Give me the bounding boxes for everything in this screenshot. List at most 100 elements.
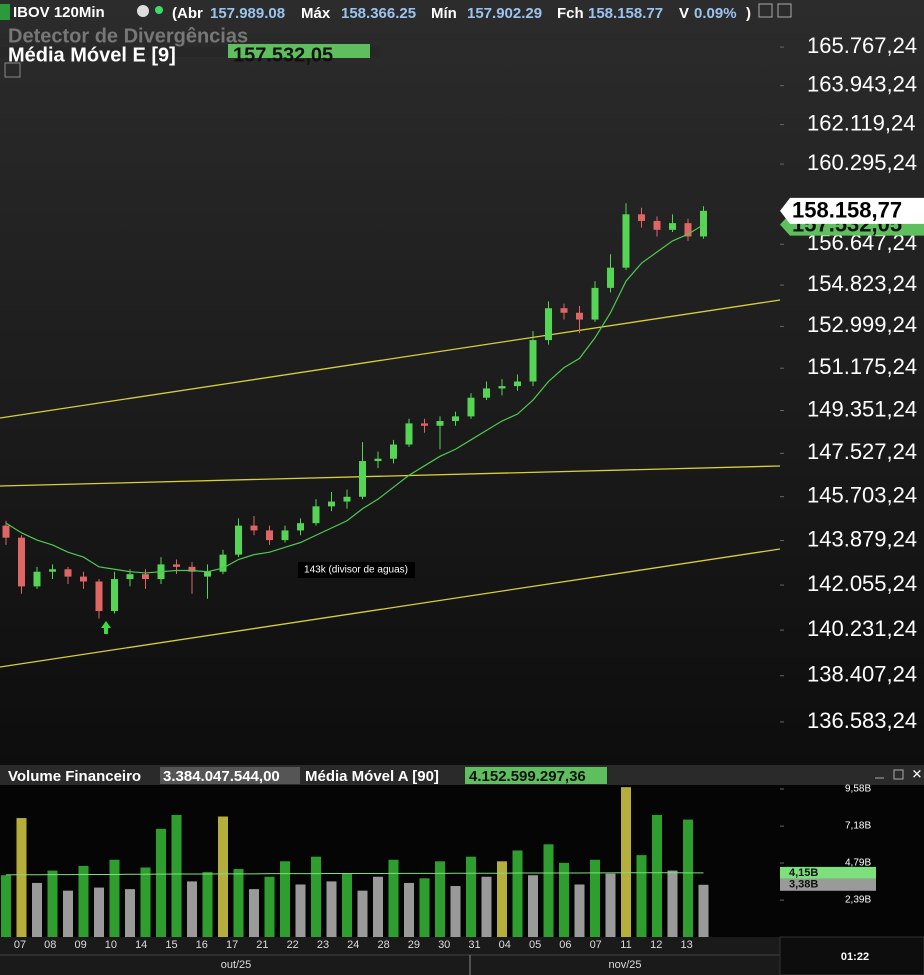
y-tick-label: 147.527,24: [807, 439, 917, 464]
x-tick-label: 30: [438, 939, 450, 951]
volume-bar: [249, 889, 259, 937]
candle-body: [250, 525, 258, 531]
x-tick-label: 11: [620, 939, 631, 951]
volume-last-marker-label: 3,38B: [789, 879, 818, 891]
date-bar: [0, 937, 924, 975]
volume-bar: [156, 828, 166, 937]
candle-body: [80, 576, 87, 582]
volume-bar: [435, 861, 445, 937]
candle-body: [529, 340, 537, 382]
indicator-name: Detector de Divergências: [8, 25, 248, 47]
volume-bar: [419, 878, 430, 937]
volume-bar: [636, 855, 647, 937]
volume-bar: [388, 859, 399, 937]
volume-bar: [140, 867, 151, 937]
y-tick-label: 136.583,24: [807, 708, 917, 733]
x-tick-label: 21: [256, 939, 268, 951]
trend-line: [0, 548, 781, 668]
volume-bar: [559, 862, 569, 937]
volume-bar: [512, 850, 523, 937]
time-box: [779, 936, 924, 975]
volume-bar: [373, 876, 383, 937]
candle-body: [297, 523, 304, 531]
volume-bar: [264, 876, 275, 937]
volume-bar: [590, 859, 600, 937]
candle-body: [560, 308, 568, 313]
candle-body: [173, 564, 180, 567]
settings-icon[interactable]: [137, 5, 149, 17]
volume-bar: [202, 872, 213, 937]
candle-body: [653, 220, 661, 230]
volume-ma-marker-label: 4,15B: [789, 867, 818, 879]
volume-last-marker: [780, 878, 876, 891]
x-tick-label: 12: [650, 939, 662, 951]
x-tick-label: 28: [377, 939, 389, 951]
candle-body: [359, 461, 366, 497]
volume-bar: [466, 856, 476, 937]
change-name: V: [679, 5, 689, 22]
volume-ma: [5, 872, 704, 876]
candle-body: [545, 308, 552, 341]
x-tick-label: 24: [347, 939, 359, 951]
volume-bar: [63, 890, 73, 937]
price-panel: [0, 0, 924, 765]
volume-bar: [1, 875, 11, 937]
y-tick-label: 140.231,24: [807, 616, 917, 641]
candle-body: [33, 571, 41, 587]
candle-body: [312, 506, 320, 524]
chart-title: IBOV 120Min: [13, 4, 105, 21]
volume-bar: [574, 884, 585, 937]
x-tick-label: 14: [135, 939, 147, 951]
x-tick-label: 17: [226, 939, 238, 951]
candle-body: [64, 569, 72, 577]
add-button[interactable]: [777, 3, 792, 18]
x-tick-label: 04: [499, 939, 511, 951]
signal-arrow: [101, 621, 111, 634]
y-tick-label: 165.767,24: [807, 33, 917, 58]
remove-button[interactable]: [758, 3, 773, 18]
volume-bar: [125, 889, 135, 937]
month-label: nov/25: [608, 959, 641, 971]
flag-icon: [0, 4, 10, 20]
x-tick-label: 13: [680, 939, 692, 951]
volume-bar: [357, 890, 368, 937]
open-name: (Abr: [172, 5, 203, 22]
y-tick-label: 143.879,24: [807, 526, 917, 551]
x-tick-label: 29: [408, 939, 420, 951]
y-tick-label: 145.703,24: [807, 482, 917, 507]
candle-body: [405, 423, 413, 445]
volume-bar: [16, 818, 27, 937]
collapse-button[interactable]: [4, 62, 21, 78]
candle-body: [235, 525, 242, 555]
candle-body: [498, 386, 506, 389]
close-value: 158.158.77: [588, 5, 663, 22]
x-tick-label: 08: [44, 939, 56, 951]
candle-body: [204, 571, 211, 577]
y-tick-label: 152.999,24: [807, 312, 917, 337]
high-value: 158.366.25: [341, 5, 416, 22]
volume-bar: [497, 861, 507, 937]
volume-bar: [326, 881, 337, 937]
candle-body: [390, 444, 397, 459]
y-tick-label: 149.351,24: [807, 396, 917, 421]
candle-body: [467, 397, 475, 417]
candle-body: [483, 388, 490, 398]
ma-value-box: [228, 44, 370, 58]
y-tick-label: 163.943,24: [807, 71, 917, 96]
close-button[interactable]: ✕: [912, 766, 923, 781]
volume-ma-box: [465, 767, 607, 784]
candle-body: [281, 530, 289, 541]
ma-value: 157.532,05: [233, 44, 333, 66]
candle-body: [591, 287, 599, 320]
x-tick-label: 15: [165, 939, 177, 951]
y-tick-label: 138.407,24: [807, 662, 917, 687]
annotation: 143k (divisor de aguas): [304, 565, 408, 576]
volume-bar: [528, 875, 538, 937]
volume-bar: [94, 887, 104, 937]
volume-bar: [32, 882, 42, 937]
volume-name: Volume Financeiro: [8, 768, 141, 785]
volume-bar: [667, 870, 678, 937]
maximize-button[interactable]: [893, 769, 904, 780]
x-tick-label: 05: [529, 939, 541, 951]
